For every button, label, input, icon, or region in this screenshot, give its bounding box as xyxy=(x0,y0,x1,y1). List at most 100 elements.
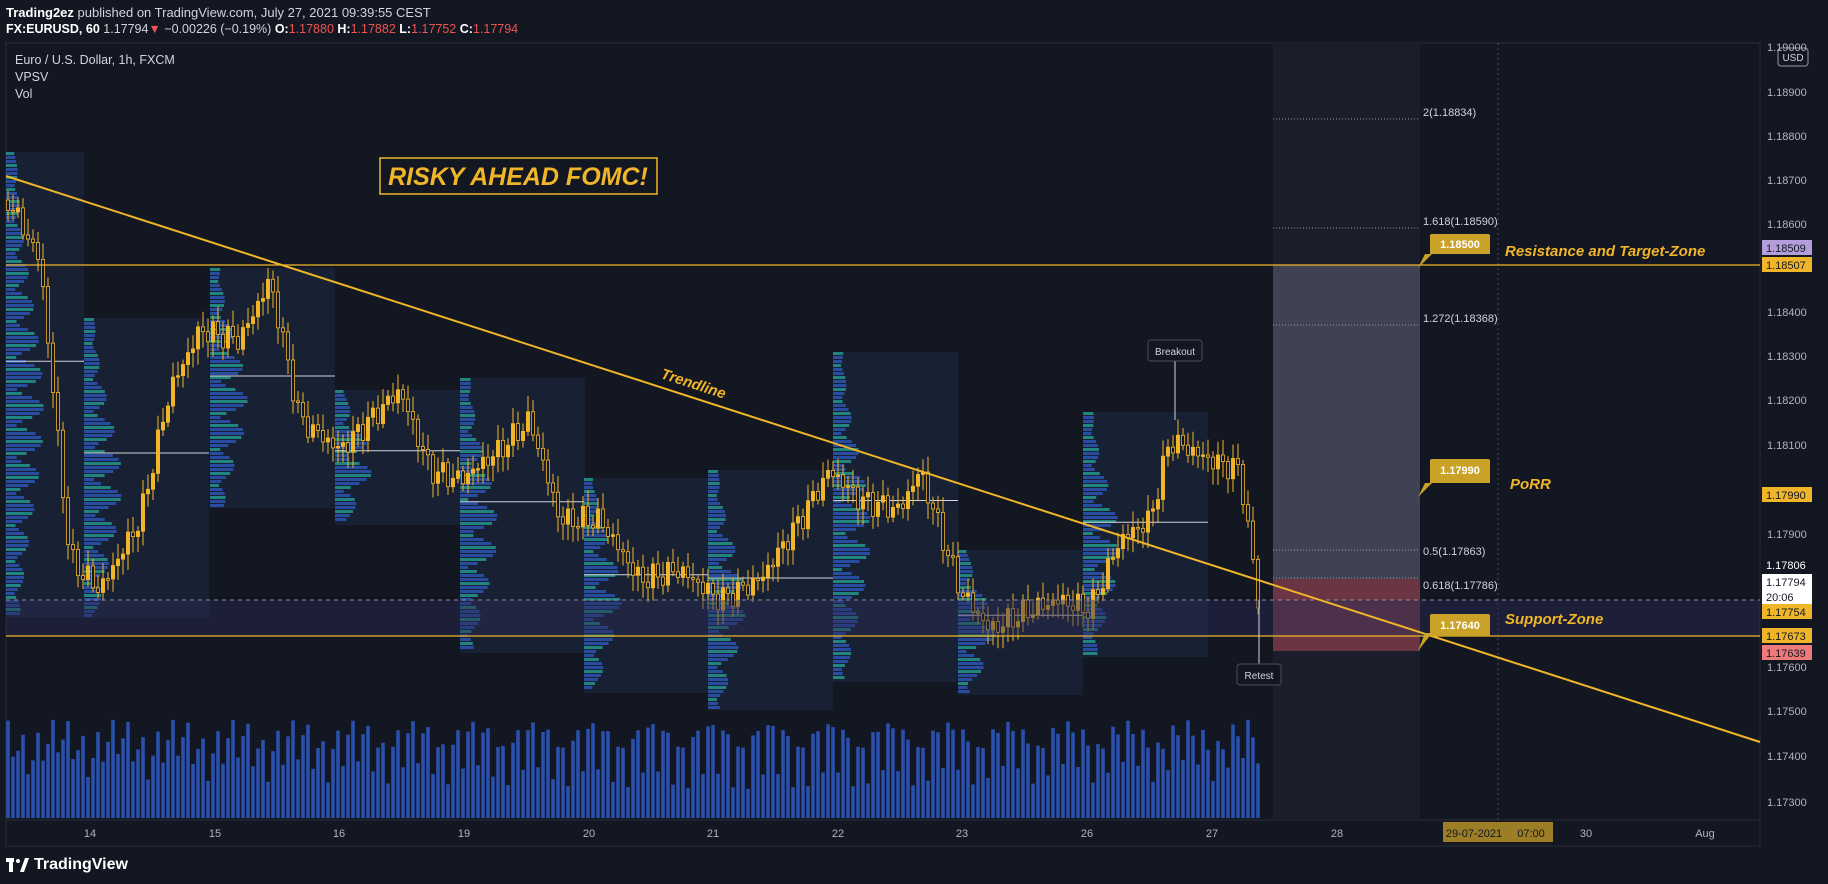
candle-body xyxy=(15,207,20,213)
profile-row xyxy=(708,610,744,613)
candle-body xyxy=(576,526,581,529)
profile-row xyxy=(958,578,971,581)
stop-zone-box[interactable] xyxy=(1273,579,1420,651)
breakout-tag[interactable] xyxy=(1147,339,1203,362)
profile-row xyxy=(708,658,728,661)
profile-row xyxy=(335,478,367,481)
target-zone-box[interactable] xyxy=(1273,265,1420,579)
profile-row xyxy=(335,494,351,497)
tradingview-brand: TradingView xyxy=(34,856,128,873)
legend-vol[interactable]: Vol xyxy=(15,87,32,101)
profile-row xyxy=(6,348,31,351)
profile-row xyxy=(708,686,727,689)
retest-tag[interactable] xyxy=(1236,663,1282,686)
candle-body xyxy=(165,405,170,423)
profile-row xyxy=(6,240,24,243)
profile-row xyxy=(833,588,864,591)
profile-row xyxy=(708,706,720,709)
candle-body xyxy=(61,429,66,499)
profile-row xyxy=(84,554,104,557)
time-tick: 23 xyxy=(956,828,968,840)
candle-body xyxy=(415,418,420,447)
profile-row xyxy=(460,542,492,545)
price-chart[interactable]: 2(1.18834) 1.618(1.18590) 1.272(1.18368)… xyxy=(0,0,1828,848)
profile-row xyxy=(708,482,720,485)
profile-row xyxy=(335,510,353,513)
time-axis[interactable]: 14 15 16 19 20 21 22 23 26 27 28 30 Aug … xyxy=(84,822,1715,842)
callout-resistance[interactable]: 1.18500 xyxy=(1418,234,1490,268)
profile-row xyxy=(1083,624,1102,627)
volume-bar xyxy=(211,753,215,818)
fib-extension[interactable]: 2(1.18834) 1.618(1.18590) 1.272(1.18368)… xyxy=(1273,107,1498,592)
profile-row xyxy=(584,670,603,673)
profile-row xyxy=(958,622,981,625)
headline-box[interactable] xyxy=(379,157,658,195)
volume-bar xyxy=(251,766,255,818)
callout-porr[interactable]: 1.17990 xyxy=(1418,459,1490,497)
volume-bar xyxy=(1061,763,1065,818)
high-value: 1.17882 xyxy=(350,22,396,36)
profile-row xyxy=(1083,476,1105,479)
profile-row xyxy=(1083,640,1096,643)
candle-body xyxy=(541,448,546,461)
volume-bar xyxy=(1046,775,1050,818)
profile-row xyxy=(1083,412,1094,415)
price-tick: 1.17600 xyxy=(1767,662,1807,674)
candle-body xyxy=(1231,458,1236,480)
legend-title[interactable]: Euro / U.S. Dollar, 1h, FXCM xyxy=(15,53,175,67)
volume-bar xyxy=(311,768,315,818)
profile-row xyxy=(833,604,846,607)
profile-row xyxy=(584,494,597,497)
profile-row xyxy=(210,328,233,331)
profile-row xyxy=(6,452,27,455)
profile-row xyxy=(958,594,983,597)
volume-bar xyxy=(956,769,960,818)
profile-row xyxy=(6,180,17,183)
profile-row xyxy=(84,394,107,397)
profile-row xyxy=(1083,468,1095,471)
volume-bar xyxy=(1161,748,1165,818)
volume-bar xyxy=(926,780,930,818)
candle-body xyxy=(290,359,295,402)
candle-body xyxy=(1131,527,1136,539)
candle-body xyxy=(375,407,380,425)
profile-row xyxy=(335,470,372,473)
price-axis[interactable]: USD 1.19000 1.18900 1.18800 1.18700 1.18… xyxy=(1762,42,1812,809)
profile-row xyxy=(833,508,861,511)
profile-row xyxy=(708,618,744,621)
profile-row xyxy=(958,662,984,665)
candle-body xyxy=(430,454,435,484)
profile-row xyxy=(84,594,102,597)
chart-header: Trading2ez published on TradingView.com,… xyxy=(0,0,1828,42)
profile-row xyxy=(833,388,846,391)
volume-bar xyxy=(911,785,915,818)
candle-body xyxy=(111,565,116,580)
profile-row xyxy=(6,448,35,451)
volume-bar xyxy=(971,784,975,818)
symbol-label[interactable]: FX:EURUSD, 60 xyxy=(6,22,100,36)
profile-row xyxy=(460,434,472,437)
volume-bar xyxy=(366,725,370,818)
volume-bar xyxy=(371,771,375,818)
profile-row xyxy=(84,478,95,481)
candle-body xyxy=(966,592,971,597)
tradingview-logo[interactable]: TradingView xyxy=(6,856,128,874)
profile-row xyxy=(84,354,98,357)
profile-row xyxy=(958,690,970,693)
legend-vpsv[interactable]: VPSV xyxy=(15,70,49,84)
volume-bar xyxy=(541,731,545,818)
volume-bar xyxy=(801,747,805,818)
trendline[interactable] xyxy=(5,175,1761,743)
volume-bar xyxy=(711,724,715,818)
callout-support[interactable]: 1.17640 xyxy=(1418,614,1490,651)
volume-bar xyxy=(426,726,430,818)
volume-bar xyxy=(381,742,385,818)
candle-body xyxy=(626,551,631,564)
profile-row xyxy=(1083,536,1100,539)
profile-row xyxy=(6,292,22,295)
publisher-name[interactable]: Trading2ez xyxy=(6,5,74,20)
profile-row xyxy=(335,458,350,461)
volume-bar xyxy=(1256,763,1260,818)
profile-row xyxy=(84,450,105,453)
profile-row xyxy=(958,646,977,649)
